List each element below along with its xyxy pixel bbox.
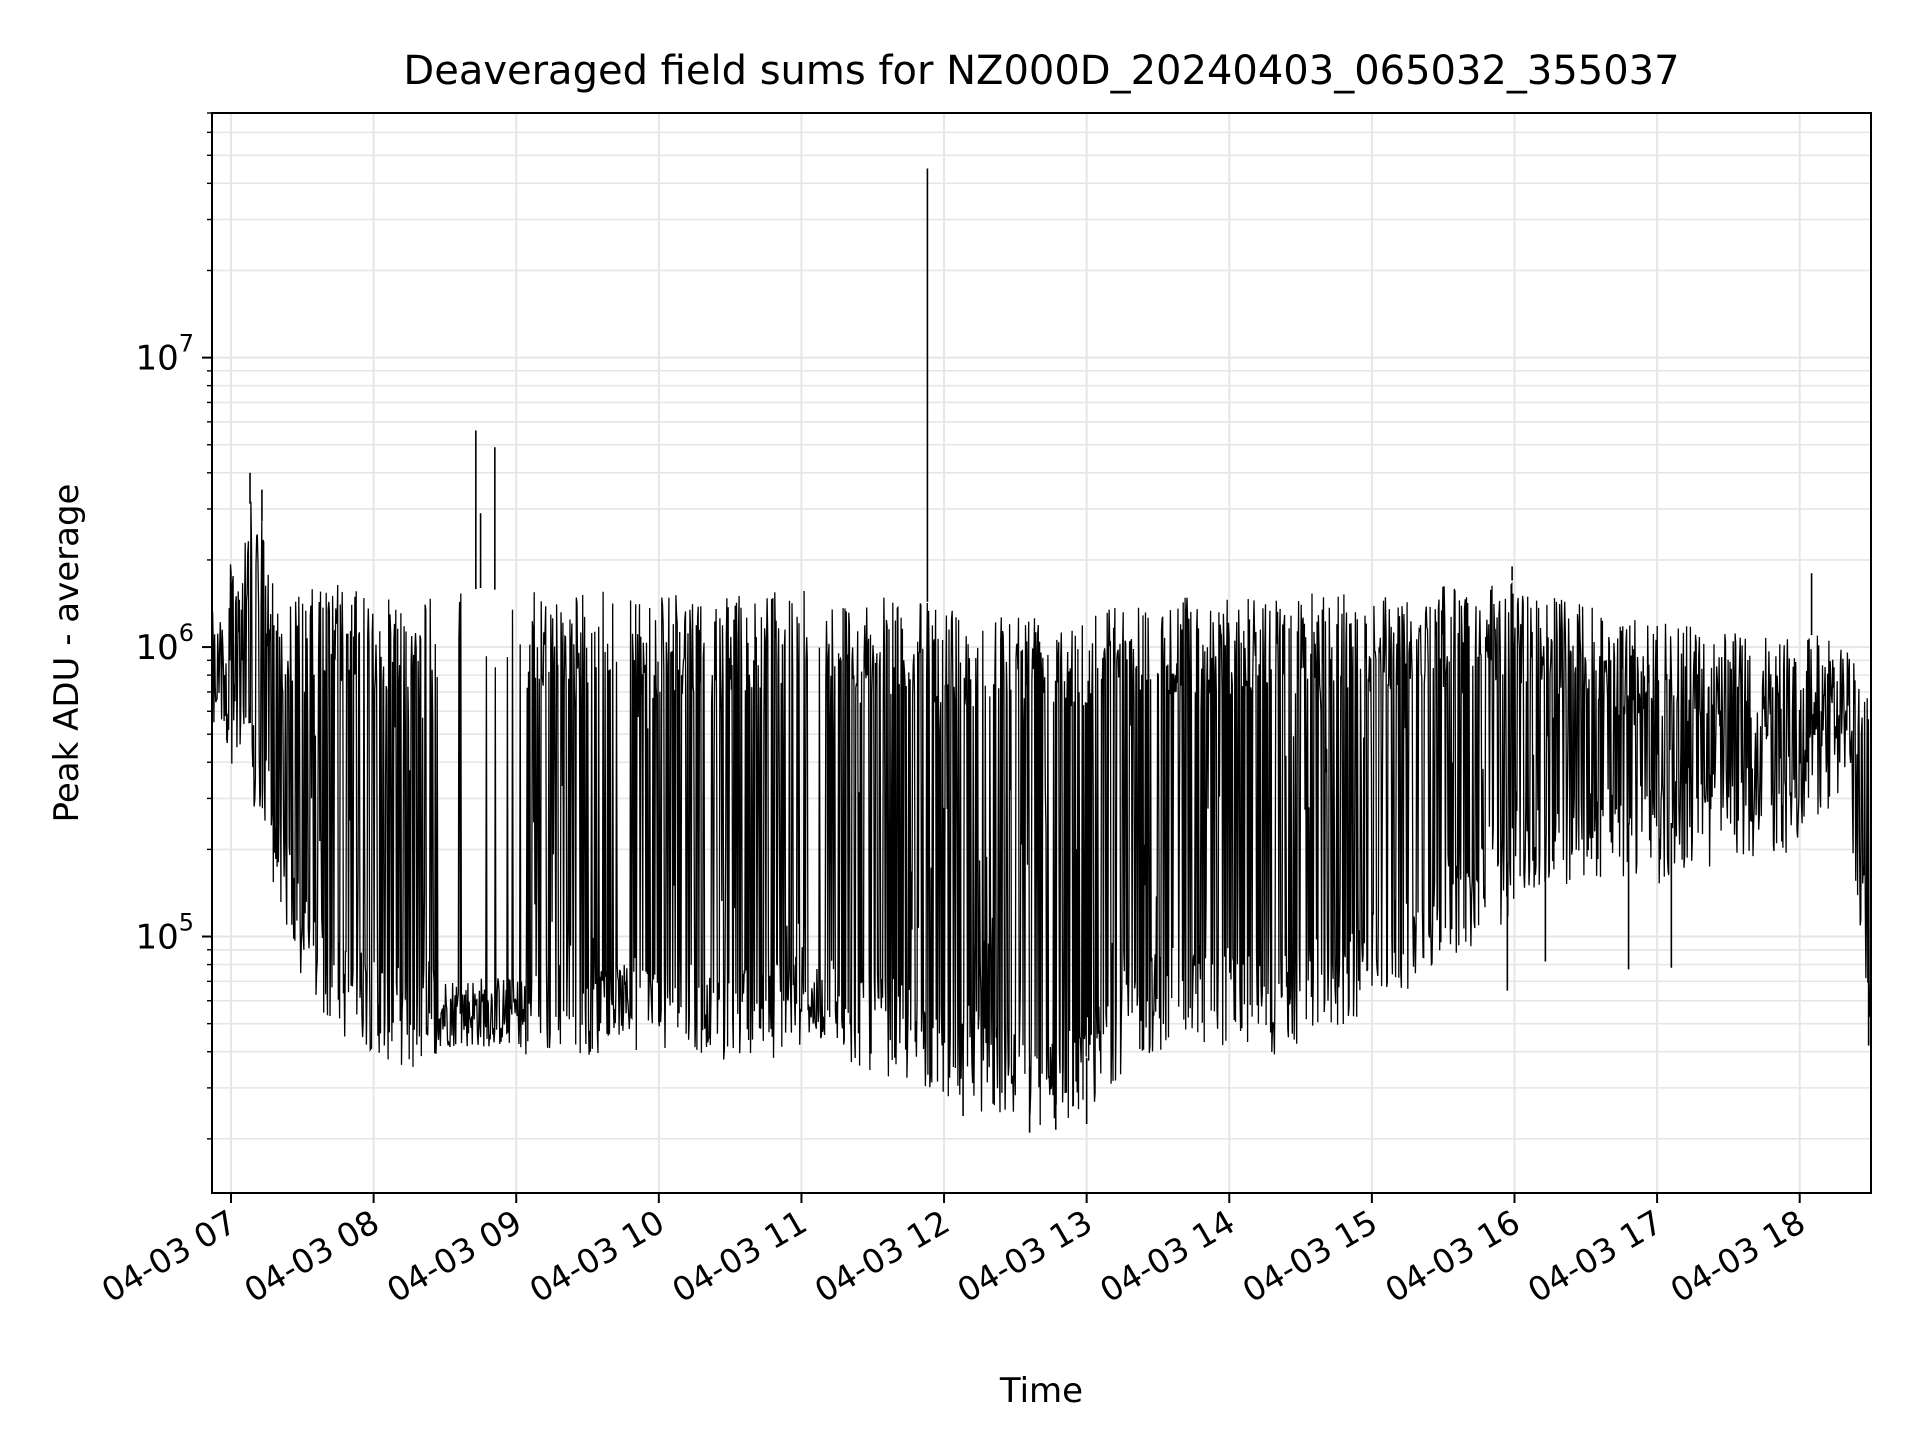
y-tick-exponent: 6 — [179, 619, 194, 647]
plot-frame — [211, 112, 1872, 1194]
chart-title: Deaveraged field sums for NZ000D_2024040… — [403, 48, 1679, 94]
y-tick-exponent: 7 — [179, 330, 194, 358]
x-axis-label: Time — [999, 1371, 1083, 1411]
series-line — [211, 501, 1872, 1126]
y-tick-exponent: 5 — [179, 909, 194, 937]
y-axis-label: Peak ADU - average — [47, 484, 87, 823]
plot-area — [211, 168, 1872, 1133]
